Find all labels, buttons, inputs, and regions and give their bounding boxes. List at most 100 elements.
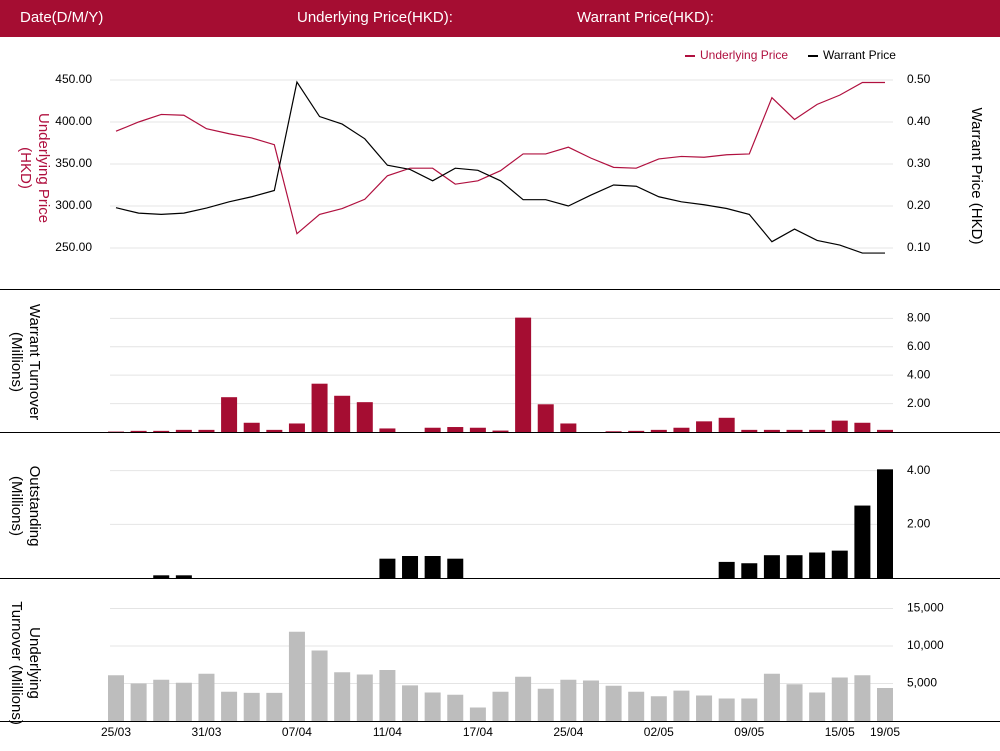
bar: [537, 688, 554, 721]
tick-label: 250.00: [55, 240, 92, 254]
underlying-price-label: Underlying Price(HKD):: [297, 9, 453, 26]
bar: [334, 395, 351, 432]
x-tick-label: 07/04: [282, 725, 312, 739]
bar: [718, 417, 735, 432]
bar: [831, 550, 848, 578]
bar: [854, 675, 871, 721]
bar: [718, 561, 735, 578]
tick-label: 4.00: [907, 463, 931, 477]
axis-label: Underlying Price(HKD): [17, 113, 52, 223]
bar: [854, 505, 871, 578]
bar: [492, 691, 509, 721]
bar: [153, 575, 170, 578]
x-tick-label: 19/05: [870, 725, 900, 739]
axis-label-line: Outstanding: [26, 466, 43, 547]
axis-label-line: Warrant Price (HKD): [968, 108, 985, 245]
tick-label: 0.30: [907, 156, 931, 170]
bar: [809, 692, 826, 721]
bar: [786, 684, 803, 721]
tick-label: 400.00: [55, 114, 92, 128]
x-tick-label: 02/05: [644, 725, 674, 739]
axis-label-line: (Millions): [8, 332, 25, 392]
bar: [221, 397, 238, 432]
tick-label: 0.40: [907, 114, 931, 128]
x-tick-label: 31/03: [191, 725, 221, 739]
bar: [175, 429, 192, 432]
tick-label: 4.00: [907, 367, 931, 381]
bar: [379, 670, 396, 721]
x-tick-label: 15/05: [825, 725, 855, 739]
bar: [288, 631, 305, 721]
bar: [447, 427, 464, 432]
tick-label: 5,000: [907, 676, 937, 690]
tick-label: 2.00: [907, 396, 931, 410]
bar: [877, 688, 893, 721]
bar: [696, 695, 713, 721]
bar: [402, 685, 419, 721]
bar: [130, 683, 147, 721]
bar: [288, 423, 305, 432]
bar: [266, 429, 283, 432]
bar: [447, 694, 464, 721]
axis-label: UnderlyingTurnover (Millions): [8, 601, 43, 725]
tick-label: 0.50: [907, 72, 931, 86]
axis-label-line: Underlying Price: [35, 113, 52, 223]
tick-label: 0.20: [907, 198, 931, 212]
tick-label: 6.00: [907, 339, 931, 353]
bar: [356, 674, 373, 721]
bar: [515, 676, 532, 721]
bar: [153, 430, 170, 432]
x-tick-label: 17/04: [463, 725, 493, 739]
x-tick-label: 11/04: [373, 725, 402, 739]
bar: [424, 556, 441, 578]
bar: [175, 575, 192, 578]
bar: [673, 690, 690, 721]
bar: [130, 430, 147, 432]
bar: [311, 383, 328, 432]
bar: [741, 429, 758, 432]
bar: [334, 672, 351, 721]
bar: [877, 469, 893, 578]
warrant-price-line: [115, 80, 885, 254]
bar: [741, 698, 758, 721]
axis-label: Outstanding(Millions): [8, 466, 43, 547]
bar: [311, 650, 328, 721]
bar: [809, 552, 826, 578]
bar: [243, 692, 260, 721]
bar: [492, 430, 509, 432]
bar: [763, 429, 780, 432]
axis-label: Warrant Turnover(Millions): [8, 304, 43, 420]
bar: [628, 691, 645, 721]
axis-label-line: Warrant Turnover: [26, 304, 43, 420]
bar: [877, 429, 893, 432]
bar: [424, 692, 441, 721]
bar: [763, 555, 780, 578]
bar: [198, 673, 215, 721]
bar: [560, 679, 577, 721]
x-tick-label: 09/05: [734, 725, 764, 739]
bar: [266, 692, 283, 721]
bar: [650, 429, 667, 432]
bar: [854, 422, 871, 432]
bar: [560, 423, 577, 432]
x-tick-label: 25/04: [553, 725, 583, 739]
bar: [469, 707, 486, 721]
bar: [447, 558, 464, 578]
warrant-price-label: Warrant Price(HKD):: [577, 9, 714, 26]
tick-label: 0.10: [907, 240, 931, 254]
bar: [741, 563, 758, 578]
bar: [605, 685, 622, 721]
bar: [198, 429, 215, 432]
legend-underlying-label: Underlying Price: [700, 48, 788, 62]
bar: [605, 431, 622, 432]
tick-label: 15,000: [907, 601, 944, 615]
tick-label: 10,000: [907, 638, 944, 652]
bar: [696, 421, 713, 432]
underlying-price-line: [115, 81, 885, 235]
bar: [718, 698, 735, 721]
bar: [243, 422, 260, 432]
tick-label: 300.00: [55, 198, 92, 212]
tick-label: 8.00: [907, 311, 931, 325]
bar: [831, 677, 848, 721]
bar: [831, 420, 848, 432]
